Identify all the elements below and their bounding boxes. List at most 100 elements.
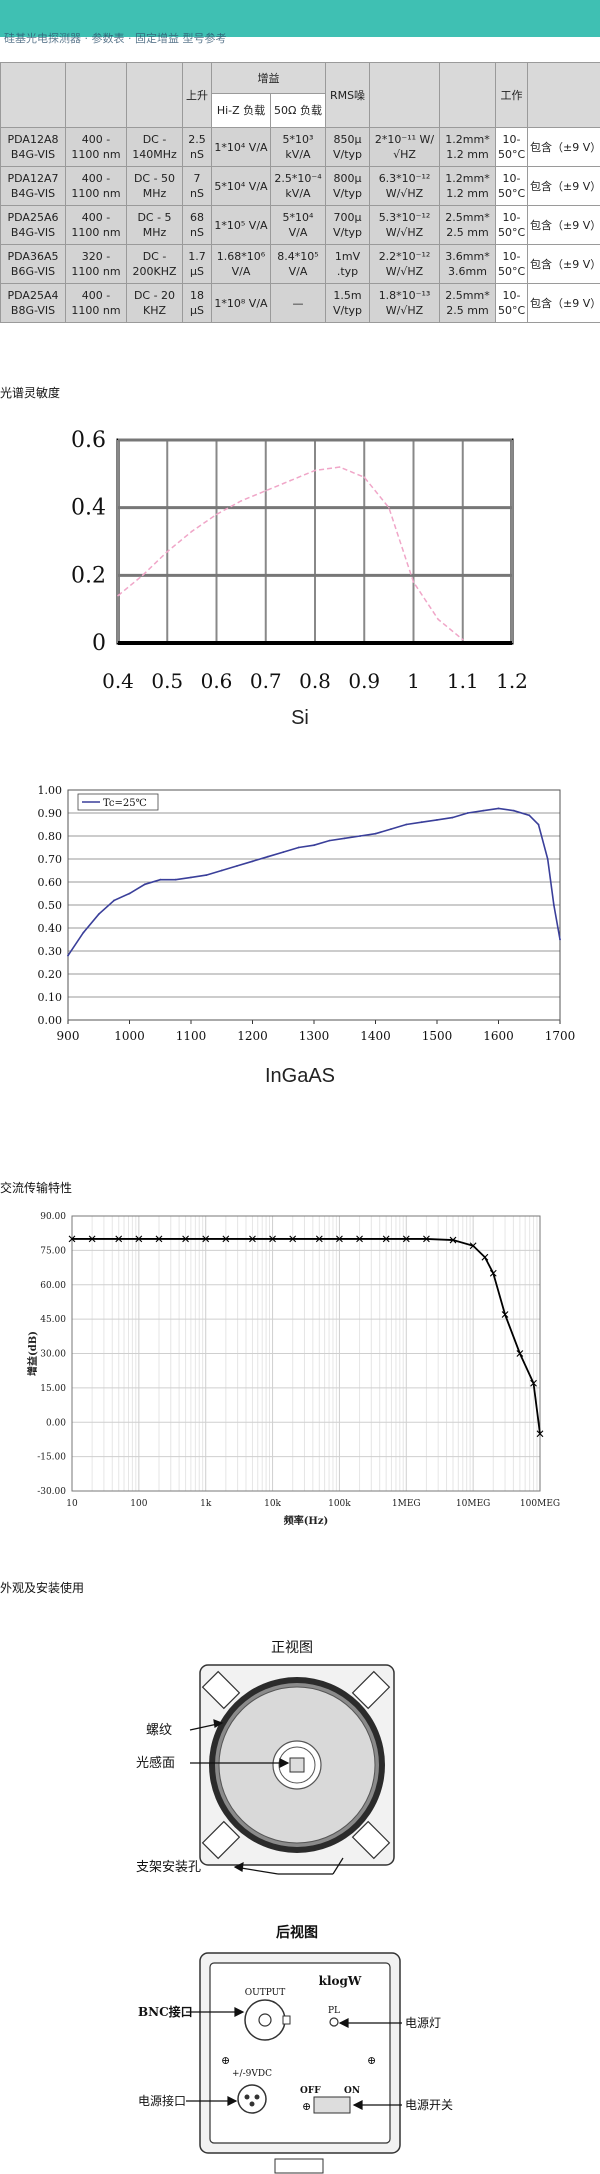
table-cell: 5*10⁴ V/A [211,166,271,206]
table-cell: 1.68*10⁶ V/A [211,244,271,284]
ac-y-tick-label: 60.00 [40,1281,66,1291]
section-title-ac: 交流传输特性 [0,1181,73,1195]
label-power-switch: 电源开关 [405,2098,453,2112]
si-data-point [191,530,193,533]
table-cell: 包含（±9 V） [527,283,600,323]
ac-data-marker [402,1235,410,1243]
ac-x-tick-label: 1MEG [392,1499,421,1509]
table-cell: 10-50°C [495,127,528,167]
table-header-cell [527,62,600,128]
table-cell: 320 - 1100 nm [65,244,127,284]
ingaas-x-tick-label: 1600 [483,1029,514,1043]
table-cell: PDA25A4 B8G-VIS [0,283,66,323]
table-cell: 1.5m V/typ [325,283,370,323]
ac-data-marker [536,1430,544,1438]
table-cell: 18 μS [182,283,212,323]
table-cell: 7 nS [182,166,212,206]
table-cell: 400 - 1100 nm [65,127,127,167]
label-thread: 螺纹 [146,1723,172,1738]
ingaas-data-point [497,807,500,810]
ingaas-chart-label: InGaAS [264,1065,336,1087]
ingaas-y-tick-label: 0.90 [38,807,63,820]
ingaas-y-tick-label: 0.10 [38,991,63,1004]
ingaas-x-tick-label: 1000 [114,1029,145,1043]
svg-text:⊕: ⊕ [367,2054,376,2067]
table-cell: 2.5mm* 2.5 mm [439,205,496,245]
si-data-point [437,618,439,621]
table-cell: 5*10⁴ V/A [270,205,326,245]
ingaas-x-tick-label: 1700 [545,1029,576,1043]
label-power-light: 电源灯 [405,2016,441,2030]
table-cell: DC - 50 MHz [126,166,183,206]
ac-data-marker [501,1311,509,1318]
power-jack [237,2084,267,2114]
ac-data-marker [182,1235,189,1243]
ac-data-marker [423,1235,430,1243]
table-cell: 1.2mm* 1.2 mm [439,166,496,206]
ingaas-legend-box [77,793,159,811]
si-data-point [412,581,415,583]
table-cell: 10-50°C [495,166,528,206]
table-row: PDA12A7 B4G-VIS 400 - 1100 nm DC - 50 MHz 7… [0,166,600,206]
ingaas-data-point [343,837,346,840]
table-cell: 包含（±9 V） [527,244,600,284]
table-cell: 2.2*10⁻¹² W/√HZ [369,244,440,284]
table-cell: 10-50°C [495,205,528,245]
ingaas-data-point [282,851,285,853]
ingaas-data-point [236,865,239,867]
ingaas-y-tick-label: 0.00 [38,1014,63,1027]
si-data-point [388,506,390,509]
table-cell: — [270,283,326,323]
table-cell: DC - 20 KHZ [126,283,183,323]
table-cell: DC - 140MHz [126,127,183,167]
table-header-cell [369,62,440,128]
si-x-tick-label: 0.7 [250,669,282,693]
table-header-hiz: Hi-Z 负载 [211,93,271,128]
ac-data-marker [68,1235,76,1243]
table-cell: 1*10⁸ V/A [211,283,271,323]
ac-data-marker [289,1235,297,1243]
table-cell: 68 nS [182,205,212,245]
table-cell: PDA36A5 B6G-VIS [0,244,66,284]
ingaas-y-tick-label: 0.20 [38,968,63,981]
table-header-temp: 工作 [495,62,528,128]
sensor-area [289,1757,305,1773]
table-cell: 2.5*10⁻⁴ kV/A [270,166,326,206]
table-cell: 5*10³ kV/A [270,127,326,167]
si-x-tick-label: 0.6 [201,669,233,693]
table-cell: 2.5 nS [182,127,212,167]
ingaas-x-tick-label: 1400 [360,1029,391,1043]
table-cell: 2*10⁻¹¹ W/√HZ [369,127,440,167]
ac-data-marker [481,1253,489,1261]
si-x-tick-label: 0.8 [299,669,331,693]
ac-transfer-chart: 10 100 1k 10k 100k 1MEG 10MEG 100MEG -30.00 -15.0… [26,1212,560,1527]
table-cell: 10-50°C [495,283,528,323]
table-cell: DC - 200KHZ [126,244,183,284]
ingaas-y-tick-label: 0.60 [38,876,63,889]
ingaas-y-tick-label: 0.70 [38,853,63,866]
ac-x-tick-label: 10MEG [456,1499,490,1509]
ingaas-data-point [405,823,408,826]
ac-data-marker [382,1235,390,1243]
table-cell: 1*10⁴ V/A [211,127,271,167]
ac-data-marker [356,1235,363,1243]
ac-data-marker [530,1379,537,1387]
ac-x-tick-label: 100MEG [520,1499,560,1509]
si-data-point [363,476,366,479]
ingaas-x-tick-label: 1300 [299,1029,330,1043]
ingaas-data-point [466,812,469,814]
bottom-tab [274,2158,324,2174]
ingaas-data-point [512,809,515,812]
ingaas-data-point [297,846,300,849]
mount-holes [201,1670,391,1860]
table-cell: 800μ V/typ [325,166,370,206]
si-data-point [338,466,341,468]
table-cell: 包含（±9 V） [527,205,600,245]
ac-data-marker [516,1350,524,1357]
label-mount-hole: 支架安装孔 [136,1860,201,1875]
table-cell: 850μ V/typ [325,127,370,167]
output-label: OUTPUT [245,1988,285,1998]
si-x-tick-label: 0.4 [102,669,134,693]
ingaas-data-point [143,883,146,886]
table-cell: PDA12A7 B4G-VIS [0,166,66,206]
